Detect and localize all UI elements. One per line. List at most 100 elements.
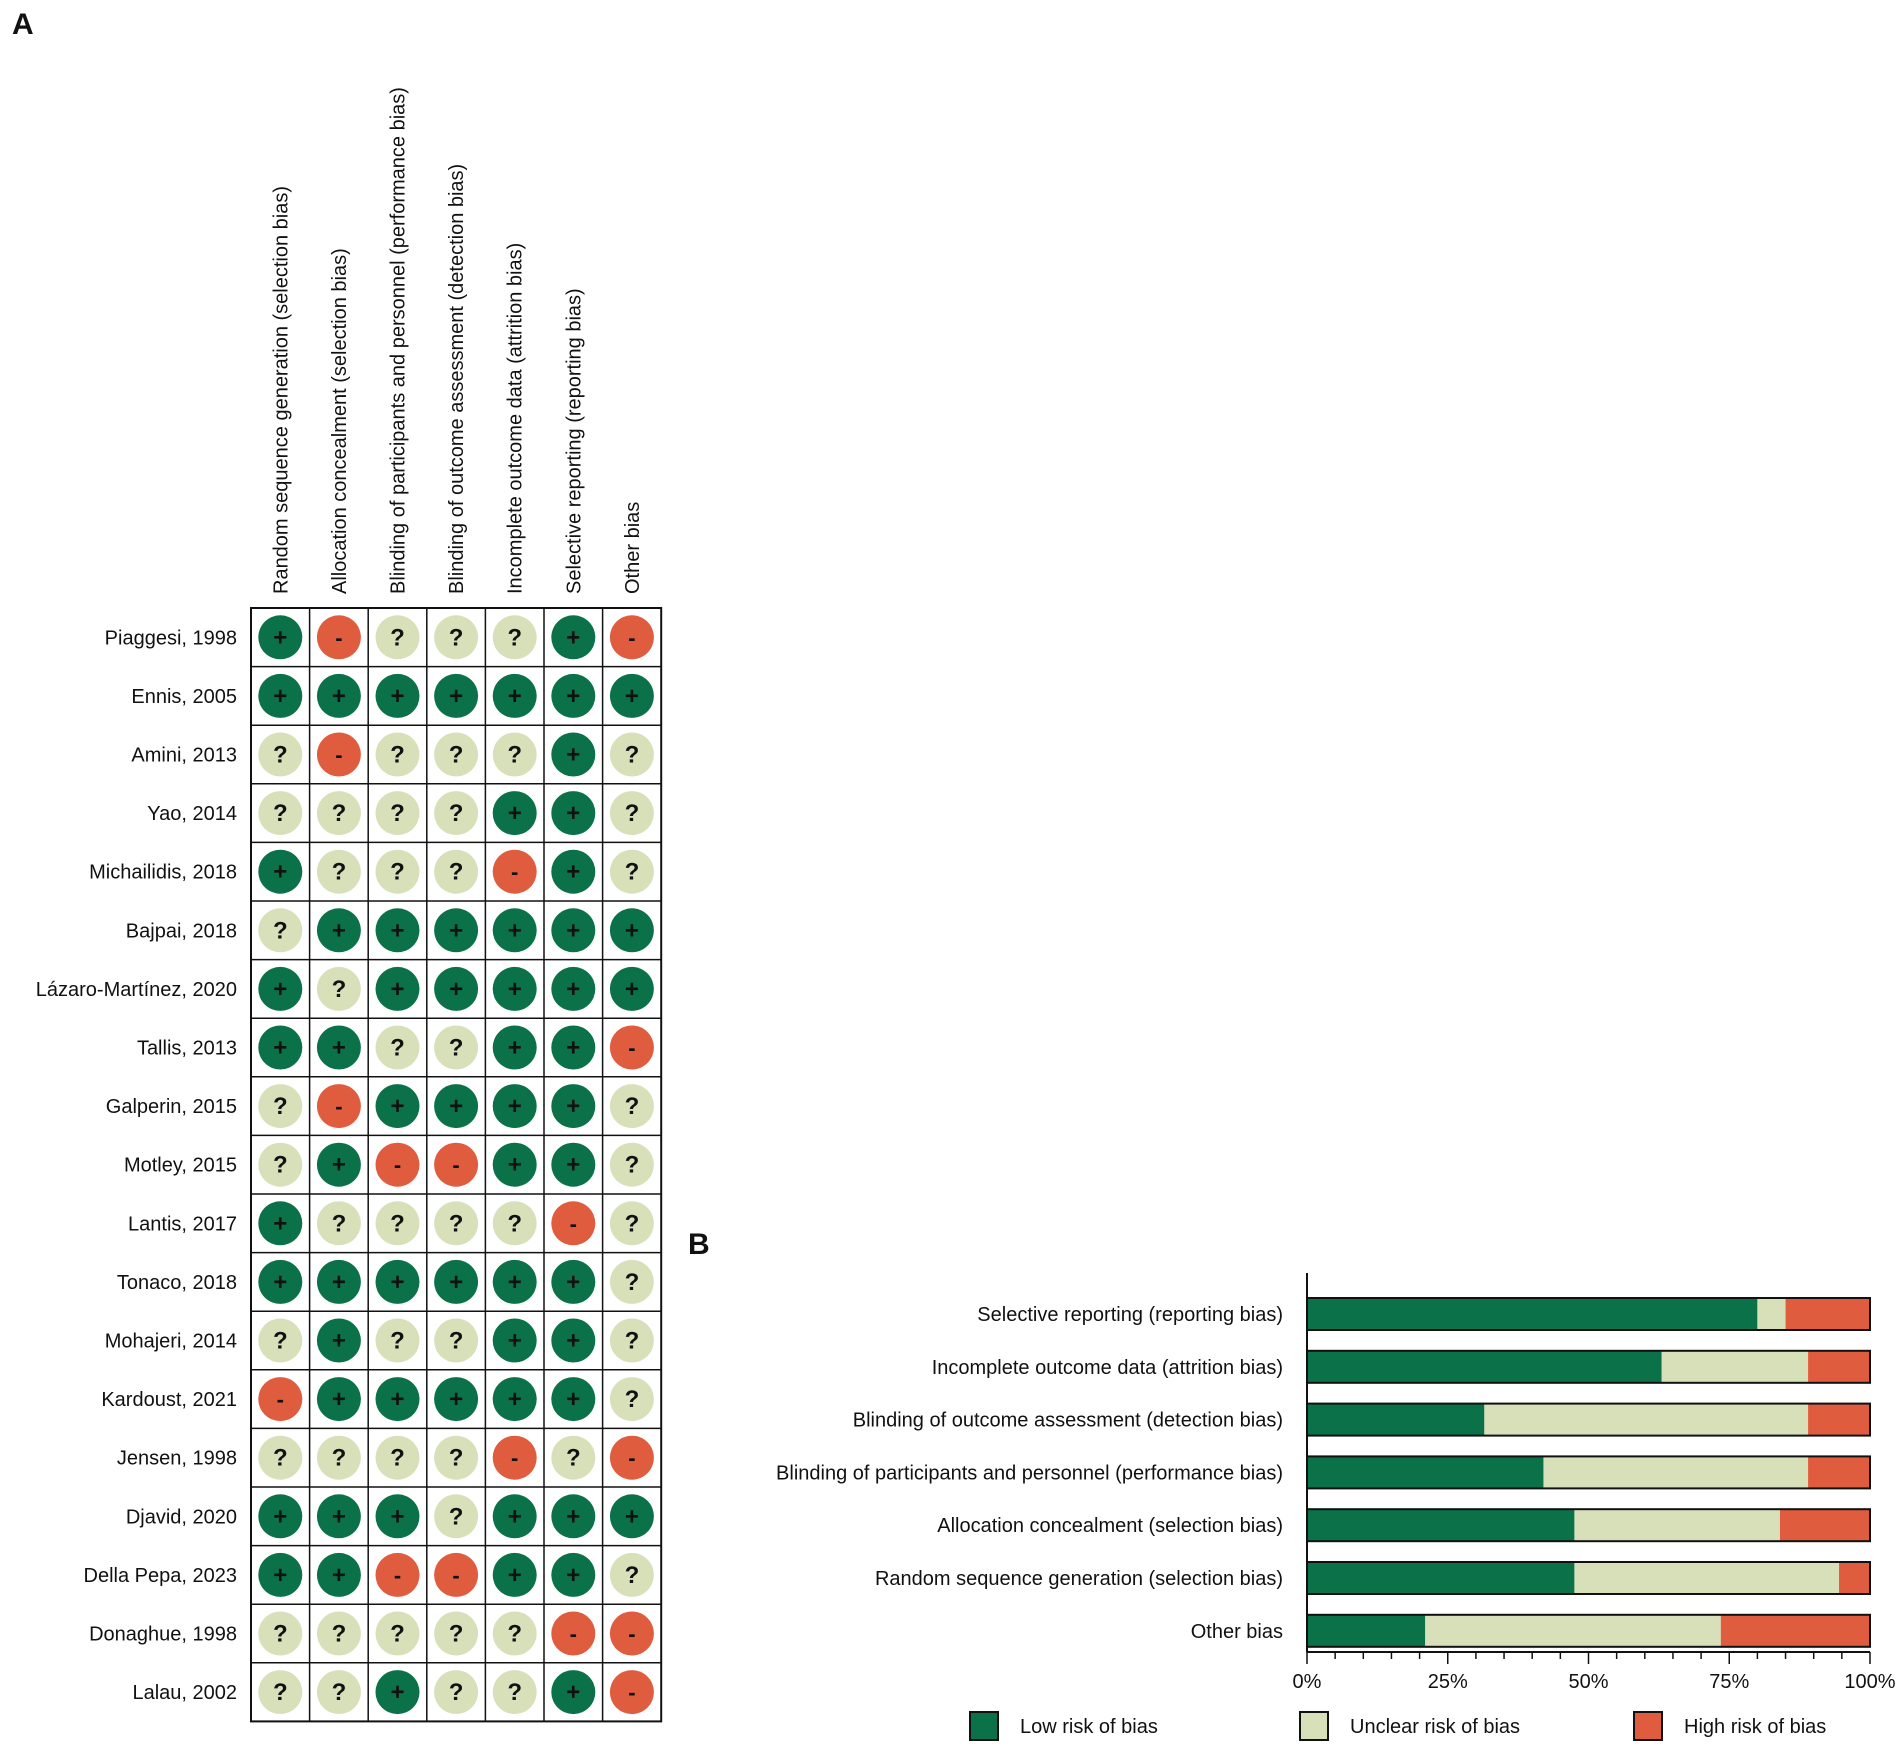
rating-circle-low bbox=[375, 908, 420, 953]
rating-circle-unclear bbox=[609, 732, 654, 777]
study-label: Tallis, 2013 bbox=[137, 1038, 237, 1060]
rating-symbol: + bbox=[273, 976, 287, 1003]
rating-circle-low bbox=[551, 1670, 596, 1715]
rating-symbol: + bbox=[566, 1503, 580, 1530]
bar-segment-high bbox=[1779, 1509, 1870, 1542]
rating-symbol: ? bbox=[449, 1210, 464, 1237]
rating-circle-low bbox=[258, 615, 303, 660]
rating-symbol: + bbox=[508, 1035, 522, 1062]
legend-label: Unclear risk of bias bbox=[1350, 1716, 1520, 1738]
rating-circle-unclear bbox=[375, 1025, 420, 1070]
bar-outline bbox=[1306, 1349, 1871, 1384]
rating-symbol: + bbox=[449, 683, 463, 710]
rating-symbol: - bbox=[335, 1094, 342, 1119]
rating-symbol: ? bbox=[332, 1210, 347, 1237]
rating-circle-low bbox=[258, 673, 303, 718]
rating-symbol: ? bbox=[625, 742, 640, 769]
rating-circle-unclear bbox=[492, 615, 537, 660]
rating-circle-low bbox=[258, 849, 303, 894]
rating-symbol: + bbox=[566, 1328, 580, 1355]
bar-segment-unclear bbox=[1757, 1298, 1786, 1330]
rating-symbol: - bbox=[335, 743, 342, 768]
rating-symbol: - bbox=[452, 1563, 459, 1588]
rating-symbol: + bbox=[566, 976, 580, 1003]
rating-circle-high bbox=[316, 1084, 361, 1129]
rating-circle-unclear bbox=[375, 732, 420, 777]
rating-circle-unclear bbox=[316, 791, 361, 836]
rating-circle-low bbox=[258, 1025, 303, 1070]
rating-circle-high bbox=[375, 1552, 420, 1597]
rating-symbol: ? bbox=[507, 1621, 522, 1648]
rating-symbol: ? bbox=[332, 859, 347, 886]
rating-circle-high bbox=[492, 849, 537, 894]
rating-circle-unclear bbox=[375, 849, 420, 894]
rating-circle-high bbox=[609, 1670, 654, 1715]
rating-circle-low bbox=[492, 1552, 537, 1597]
rating-circle-unclear bbox=[434, 1611, 479, 1656]
rating-symbol: ? bbox=[332, 1679, 347, 1706]
legend-swatch-unclear bbox=[1299, 1711, 1329, 1741]
rating-circle-unclear bbox=[609, 849, 654, 894]
rating-circle-low bbox=[609, 1494, 654, 1539]
rating-circle-unclear bbox=[434, 849, 479, 894]
rating-symbol: + bbox=[390, 683, 404, 710]
rating-symbol: ? bbox=[449, 1503, 464, 1530]
bar-segment-unclear bbox=[1425, 1614, 1721, 1647]
rating-symbol: + bbox=[566, 742, 580, 769]
column-header: Selective reporting (reporting bias) bbox=[563, 288, 585, 594]
rating-symbol: ? bbox=[390, 624, 405, 651]
rating-symbol: ? bbox=[449, 742, 464, 769]
rating-symbol: ? bbox=[449, 1679, 464, 1706]
rating-circle-unclear bbox=[492, 1670, 537, 1715]
rating-circle-high bbox=[434, 1552, 479, 1597]
rating-circle-unclear bbox=[375, 791, 420, 836]
rating-symbol: + bbox=[449, 1269, 463, 1296]
rating-symbol: + bbox=[332, 1035, 346, 1062]
study-label: Amini, 2013 bbox=[131, 745, 237, 767]
rating-circle-unclear bbox=[258, 732, 303, 777]
bar-outline bbox=[1306, 1297, 1871, 1331]
bar-segment-high bbox=[1808, 1350, 1870, 1383]
rating-symbol: ? bbox=[273, 742, 288, 769]
rating-circle-unclear bbox=[492, 732, 537, 777]
rating-circle-low bbox=[551, 1025, 596, 1070]
study-label: Lázaro-Martínez, 2020 bbox=[36, 979, 237, 1001]
bar-segment-unclear bbox=[1574, 1562, 1840, 1594]
rating-circle-unclear bbox=[434, 1494, 479, 1539]
rating-circle-low bbox=[492, 966, 537, 1011]
rating-circle-high bbox=[375, 1142, 420, 1187]
rating-symbol: + bbox=[625, 976, 639, 1003]
rating-symbol: + bbox=[566, 859, 580, 886]
rating-symbol: + bbox=[390, 1679, 404, 1706]
rating-circle-low bbox=[551, 849, 596, 894]
rating-symbol: - bbox=[394, 1153, 401, 1178]
study-label: Kardoust, 2021 bbox=[101, 1389, 237, 1411]
bar-segment-unclear bbox=[1484, 1403, 1809, 1436]
rating-circle-low bbox=[551, 1552, 596, 1597]
rating-symbol: + bbox=[332, 1386, 346, 1413]
rating-circle-unclear bbox=[609, 1377, 654, 1422]
rating-symbol: + bbox=[390, 917, 404, 944]
rating-circle-unclear bbox=[258, 791, 303, 836]
rating-symbol: + bbox=[273, 683, 287, 710]
bar-segment-low bbox=[1307, 1298, 1758, 1330]
rating-symbol: ? bbox=[566, 1445, 581, 1472]
rating-symbol: ? bbox=[625, 800, 640, 827]
rating-symbol: + bbox=[566, 624, 580, 651]
rating-symbol: - bbox=[628, 1446, 635, 1471]
rating-circle-high bbox=[609, 615, 654, 660]
rating-circle-low bbox=[551, 1084, 596, 1129]
rating-symbol: ? bbox=[273, 1679, 288, 1706]
rating-symbol: ? bbox=[273, 1328, 288, 1355]
rating-circle-unclear bbox=[434, 1025, 479, 1070]
rating-symbol: + bbox=[332, 1152, 346, 1179]
column-header: Allocation concealment (selection bias) bbox=[329, 248, 351, 594]
rating-symbol: ? bbox=[273, 1093, 288, 1120]
rating-symbol: ? bbox=[332, 976, 347, 1003]
study-label: Jensen, 1998 bbox=[117, 1448, 237, 1470]
rating-symbol: + bbox=[566, 1269, 580, 1296]
category-label: Incomplete outcome data (attrition bias) bbox=[932, 1357, 1283, 1379]
rating-symbol: + bbox=[390, 976, 404, 1003]
rating-symbol: ? bbox=[390, 742, 405, 769]
